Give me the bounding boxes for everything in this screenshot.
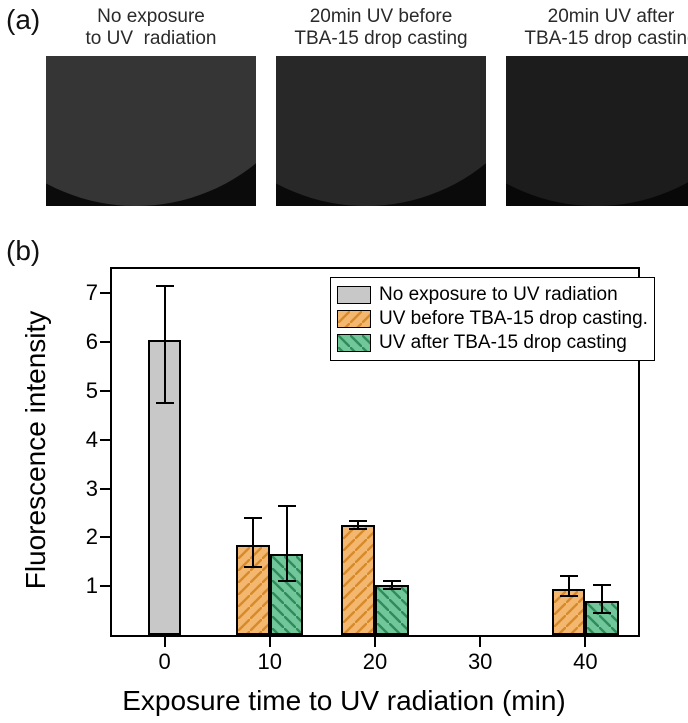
y-tick — [100, 439, 110, 441]
image-caption: 20min UV after TBA-15 drop casting — [506, 6, 688, 50]
y-tick — [100, 488, 110, 490]
y-tick-label: 3 — [86, 476, 98, 502]
micrograph-arc — [276, 56, 486, 206]
error-cap — [349, 520, 367, 522]
y-tick — [100, 341, 110, 343]
y-tick-label: 1 — [86, 573, 98, 599]
error-cap — [349, 528, 367, 530]
legend-swatch — [337, 334, 371, 352]
panel-b: (b) Fluorescence intensity 1234567010203… — [0, 235, 688, 723]
error-cap — [244, 517, 262, 519]
error-cap — [383, 580, 401, 582]
y-tick — [100, 585, 110, 587]
error-cap — [560, 595, 578, 597]
panel-a-label: (a) — [6, 4, 40, 36]
error-bar — [164, 286, 166, 403]
error-cap — [383, 588, 401, 590]
bar — [341, 525, 375, 635]
legend-label: UV after TBA-15 drop casting — [379, 332, 627, 354]
error-bar — [601, 585, 603, 613]
y-tick-label: 5 — [86, 378, 98, 404]
image-column: 20min UV before TBA-15 drop casting — [276, 6, 486, 206]
error-cap — [244, 566, 262, 568]
error-bar — [568, 576, 570, 596]
error-cap — [593, 612, 611, 614]
error-bar — [286, 506, 288, 582]
x-tick — [269, 637, 271, 647]
x-tick-label: 20 — [363, 649, 387, 675]
panel-a: (a) No exposure to UV radiation 20min UV … — [0, 0, 688, 235]
y-tick — [100, 292, 110, 294]
error-cap — [593, 584, 611, 586]
legend-swatch — [337, 310, 371, 328]
x-tick — [584, 637, 586, 647]
micrograph-arc — [46, 56, 256, 206]
y-tick-label: 6 — [86, 329, 98, 355]
error-cap — [278, 505, 296, 507]
legend-item: UV after TBA-15 drop casting — [337, 332, 648, 354]
x-tick — [374, 637, 376, 647]
y-tick — [100, 390, 110, 392]
x-tick-label: 10 — [258, 649, 282, 675]
image-caption: 20min UV before TBA-15 drop casting — [276, 6, 486, 50]
x-axis-label: Exposure time to UV radiation (min) — [0, 685, 688, 717]
error-bar — [252, 518, 254, 567]
x-tick — [479, 637, 481, 647]
legend: No exposure to UV radiationUV before TBA… — [330, 277, 655, 361]
error-cap — [156, 402, 174, 404]
x-tick-label: 30 — [468, 649, 492, 675]
panel-b-label: (b) — [6, 235, 40, 267]
error-cap — [156, 285, 174, 287]
y-tick-label: 2 — [86, 524, 98, 550]
y-axis-label: Fluorescence intensity — [20, 311, 52, 590]
x-tick-label: 0 — [158, 649, 170, 675]
legend-label: No exposure to UV radiation — [379, 284, 618, 306]
chart-plot-area: 1234567010203040No exposure to UV radiat… — [110, 267, 640, 637]
legend-label: UV before TBA-15 drop casting. — [379, 308, 648, 330]
legend-item: UV before TBA-15 drop casting. — [337, 308, 648, 330]
x-tick — [164, 637, 166, 647]
legend-item: No exposure to UV radiation — [337, 284, 648, 306]
x-tick-label: 40 — [573, 649, 597, 675]
y-tick-label: 7 — [86, 280, 98, 306]
micrograph-arc — [506, 56, 688, 206]
micrograph — [506, 56, 688, 206]
image-column: 20min UV after TBA-15 drop casting — [506, 6, 688, 206]
legend-swatch — [337, 286, 371, 304]
y-tick-label: 4 — [86, 427, 98, 453]
micrograph — [276, 56, 486, 206]
error-cap — [278, 580, 296, 582]
y-tick — [100, 536, 110, 538]
micrograph — [46, 56, 256, 206]
image-column: No exposure to UV radiation — [46, 6, 256, 206]
image-caption: No exposure to UV radiation — [46, 6, 256, 50]
error-cap — [560, 575, 578, 577]
bar — [375, 585, 409, 635]
